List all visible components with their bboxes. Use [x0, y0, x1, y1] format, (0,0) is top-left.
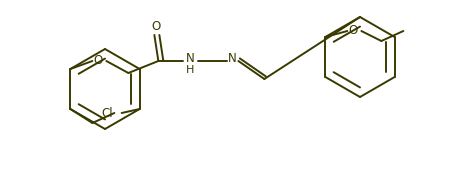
Text: Cl: Cl: [102, 107, 113, 119]
Text: N: N: [186, 52, 195, 65]
Text: O: O: [349, 25, 358, 37]
Text: N: N: [228, 51, 237, 65]
Text: O: O: [152, 20, 161, 32]
Text: O: O: [94, 55, 103, 68]
Text: H: H: [186, 65, 195, 75]
